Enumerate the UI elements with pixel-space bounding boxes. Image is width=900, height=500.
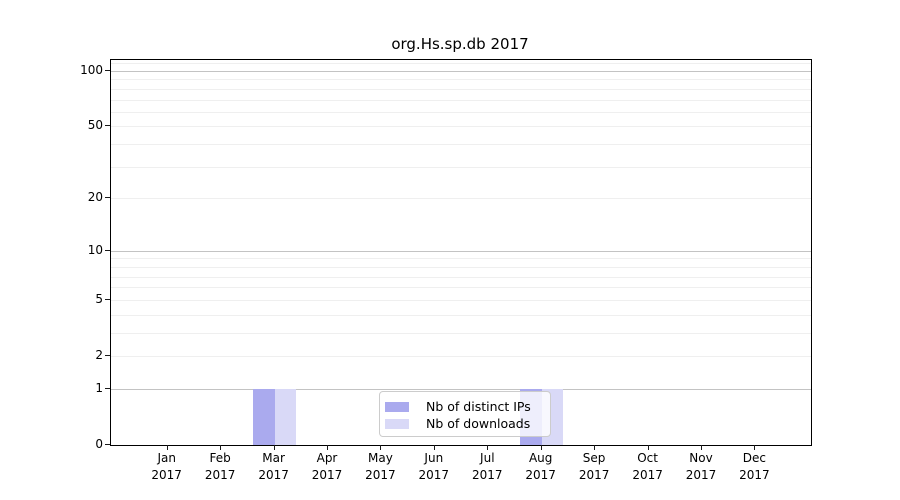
y-tick-mark [105,444,110,445]
x-tick-mark [487,445,489,450]
x-tick-month: Jan [157,451,176,465]
x-tick-year: 2017 [685,467,717,482]
minor-gridline [111,166,811,168]
minor-gridline [111,111,811,113]
major-gridline [111,71,811,72]
minor-gridline [111,144,811,146]
x-tick-month: Jul [480,451,495,465]
y-tick-label: 20 [87,190,103,205]
x-tick-label: Feb 2017 [192,450,248,483]
minor-gridline [111,299,811,301]
minor-gridline [111,287,811,289]
bar-mar-downloads [274,388,297,445]
x-tick-label: Jul 2017 [459,450,515,483]
y-tick-label: 5 [95,291,103,306]
x-tick-mark [540,445,542,450]
x-tick-label: Dec 2017 [726,450,782,483]
x-tick-mark [754,445,756,450]
x-tick-label: Jun 2017 [406,450,462,483]
x-tick-month: Mar [262,451,285,465]
minor-gridline [111,126,811,128]
x-tick-label: Jan 2017 [139,450,195,483]
minor-gridline [111,332,811,334]
y-tick-label: 2 [95,348,103,362]
y-tick-mark [105,387,110,389]
x-tick-month: Aug [528,451,553,465]
y-tick-label: 1 [95,380,103,395]
y-tick-mark [105,125,110,127]
y-tick-mark [105,70,110,71]
x-tick-month: Oct [637,451,658,465]
legend: Nb of distinct IPs Nb of downloads [379,391,551,437]
x-tick-year: 2017 [365,467,396,482]
minor-gridline [111,63,811,65]
minor-gridline [111,356,811,357]
gridlines-layer [111,60,811,445]
y-tick-mark [105,197,110,199]
x-tick-month: Nov [689,451,713,465]
x-tick-mark [433,445,435,450]
x-tick-year: 2017 [204,467,236,482]
minor-gridline [111,276,811,278]
minor-gridline [111,314,811,316]
y-tick-mark [105,298,110,300]
x-tick-month: May [367,451,393,465]
plot-area: Nb of distinct IPs Nb of downloads [110,59,812,446]
minor-gridline [111,266,811,268]
x-tick-label: Aug 2017 [513,450,569,483]
x-tick-year: 2017 [151,467,182,482]
major-gridline [111,250,811,252]
x-tick-mark [166,445,168,450]
x-tick-year: 2017 [472,467,503,482]
major-gridline [111,388,811,390]
minor-gridline [111,258,811,260]
x-tick-year: 2017 [311,467,343,482]
y-tick-mark [105,249,110,251]
legend-swatch-icon [385,401,409,412]
minor-gridline [111,88,811,90]
x-tick-mark [220,445,222,450]
x-tick-label: Mar 2017 [246,450,302,483]
x-tick-year: 2017 [739,467,770,482]
x-tick-year: 2017 [632,467,663,482]
x-tick-year: 2017 [525,467,556,482]
y-tick-label: 100 [80,63,103,77]
y-tick-label: 50 [87,118,103,133]
x-tick-label: Nov 2017 [673,450,729,483]
x-tick-month: Feb [209,451,231,465]
minor-gridline [111,99,811,101]
minor-gridline [111,198,811,200]
legend-label: Nb of distinct IPs [426,399,531,414]
x-tick-mark [327,445,328,450]
legend-entry: Nb of distinct IPs [385,398,550,415]
x-tick-label: Sep 2017 [566,450,622,483]
x-tick-mark [380,445,382,450]
chart-title: org.Hs.sp.db 2017 [391,35,529,53]
x-tick-mark [273,445,275,450]
x-tick-mark [594,445,596,450]
x-tick-year: 2017 [258,467,289,482]
x-tick-month: Sep [582,451,606,465]
y-tick-label: 0 [95,437,103,451]
legend-label: Nb of downloads [426,416,531,431]
x-tick-label: May 2017 [352,450,408,483]
x-tick-mark [701,445,702,450]
y-tick-label: 10 [87,242,103,257]
x-tick-month: Jun [424,451,444,465]
y-tick-mark [105,355,110,356]
legend-entry: Nb of downloads [385,415,550,432]
x-tick-month: Dec [742,451,766,465]
x-tick-year: 2017 [418,467,450,482]
x-tick-month: Apr [316,451,338,465]
x-tick-label: Oct 2017 [620,450,676,483]
bar-mar-distinct-ips [253,388,275,445]
x-tick-mark [647,445,649,450]
x-tick-year: 2017 [578,467,610,482]
minor-gridline [111,79,811,81]
x-tick-label: Apr 2017 [299,450,355,483]
legend-swatch-icon [385,418,409,429]
